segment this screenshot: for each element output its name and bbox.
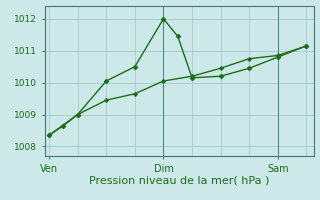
X-axis label: Pression niveau de la mer( hPa ): Pression niveau de la mer( hPa ) <box>89 175 269 185</box>
